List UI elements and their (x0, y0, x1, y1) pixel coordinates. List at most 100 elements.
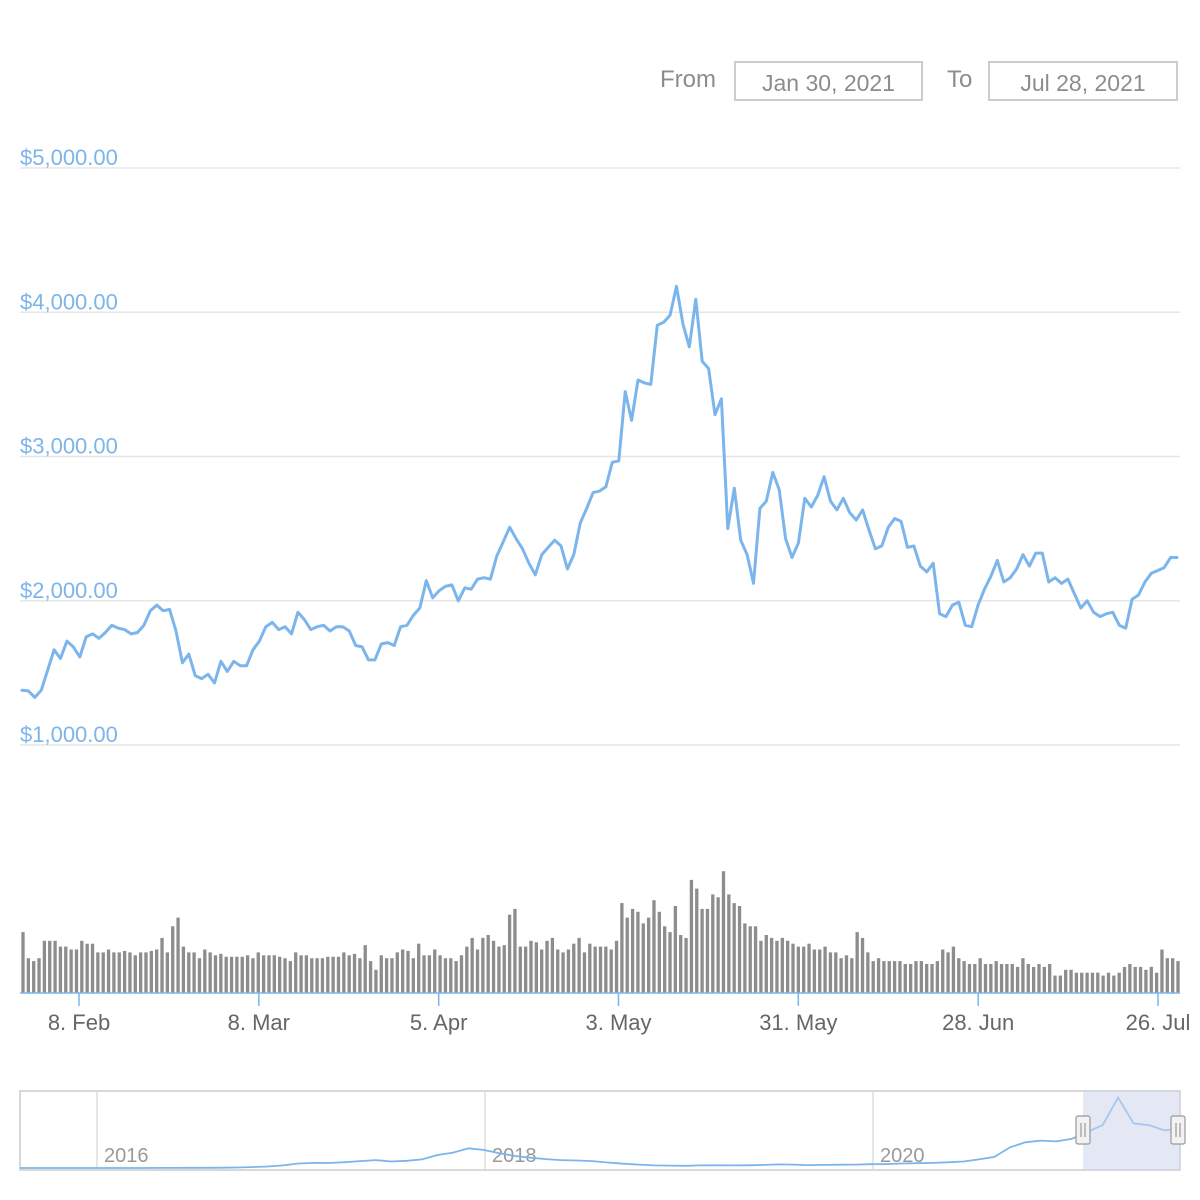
handle-grip[interactable] (1075, 1115, 1091, 1145)
volume-bar (791, 943, 795, 993)
volume-bar (32, 961, 36, 993)
volume-bar (866, 952, 870, 993)
volume-bar (620, 903, 624, 993)
volume-bar (347, 955, 351, 993)
volume-bar (390, 958, 394, 993)
volume-bar (513, 908, 517, 993)
x-axis-label: 8. Mar (228, 1010, 290, 1035)
volume-bar (561, 952, 565, 993)
volume-bar (288, 961, 293, 993)
volume-bar (165, 952, 170, 993)
volume-bar (727, 894, 731, 993)
volume-bar (320, 958, 325, 993)
volume-bar (786, 940, 790, 993)
volume-bar (566, 949, 571, 993)
volume-bar (155, 949, 159, 993)
volume-bar (64, 946, 68, 993)
volume-bar (850, 958, 854, 993)
volume-bar (395, 952, 399, 993)
volume-bar (711, 894, 715, 993)
volume-bar (1090, 972, 1095, 993)
volume-bar (235, 956, 239, 993)
from-date-input[interactable]: Jan 30, 2021 (734, 61, 923, 101)
volume-bar (1037, 964, 1041, 993)
volume-bar (582, 952, 587, 993)
volume-bar (978, 958, 982, 993)
x-axis-label: 8. Feb (48, 1010, 110, 1035)
volume-bar (732, 903, 736, 993)
volume-bar (882, 961, 886, 993)
x-axis-label: 3. May (585, 1010, 651, 1035)
volume-bar (256, 952, 260, 993)
volume-bar (625, 917, 629, 993)
volume-bar (994, 961, 998, 993)
navigator-left-handle[interactable] (1075, 1115, 1091, 1145)
volume-bar (470, 937, 474, 993)
volume-bar (818, 949, 822, 993)
volume-bar (138, 952, 143, 993)
volume-bar (1128, 964, 1132, 993)
volume-bar (245, 955, 250, 993)
volume-bar (74, 949, 79, 993)
volume-bar (1069, 969, 1073, 993)
volume-bar (898, 961, 902, 993)
volume-bar (384, 958, 389, 993)
volume-bar (203, 949, 207, 993)
price-series (20, 284, 1179, 699)
volume-bar (53, 940, 57, 993)
volume-bar (572, 943, 576, 993)
y-axis-label: $4,000.00 (20, 289, 118, 314)
volume-bar (1053, 975, 1057, 993)
volume-bar (802, 946, 806, 993)
navigator-selected-range[interactable]: Jan 30, 2021 – Jul 28, 2021 (1083, 1091, 1180, 1170)
volume-bar (368, 961, 373, 993)
volume-bar (1144, 969, 1148, 993)
volume-bar (807, 943, 811, 993)
volume-bar (919, 961, 923, 993)
navigator-year-label: 2020 (880, 1145, 925, 1167)
volume-bar (1042, 966, 1046, 993)
volume-bar (523, 946, 528, 993)
volume-bar (556, 949, 560, 993)
volume-bar (679, 935, 683, 993)
volume-bar (197, 958, 202, 993)
volume-bar (1117, 972, 1121, 993)
volume-bar (1101, 975, 1105, 993)
volume-bar (171, 926, 175, 993)
volume-bar (796, 946, 801, 993)
handle-grip[interactable] (1170, 1115, 1186, 1145)
navigator[interactable]: 2016 2018 2020Jan 30, 2021 – Jul 28, 2021 (19, 1090, 1186, 1171)
volume-bar (860, 937, 865, 993)
to-date-input[interactable]: Jul 28, 2021 (988, 61, 1178, 101)
volume-bar (1154, 972, 1159, 993)
x-axis-label: 28. Jun (942, 1010, 1014, 1035)
volume-bar (427, 955, 432, 993)
volume-bar (614, 940, 619, 993)
volume-bar (502, 945, 506, 993)
volume-bar (957, 958, 961, 993)
volume-bar (417, 943, 421, 993)
navigator-right-handle[interactable] (1170, 1115, 1186, 1145)
volume-bar (759, 940, 763, 993)
volume-bar (700, 908, 704, 993)
volume-bar (1015, 966, 1020, 993)
volume-bar (550, 937, 555, 993)
volume-bar (422, 955, 426, 993)
volume-bar (518, 946, 522, 993)
volume-bar (641, 923, 645, 993)
volume-bar (1064, 969, 1068, 993)
volume-bar (657, 911, 661, 993)
volume-bar (834, 952, 838, 993)
volume-bar (299, 955, 303, 993)
volume-bar (433, 949, 437, 993)
volume-bar (42, 940, 47, 993)
volume-bar (775, 940, 779, 993)
volume-bar (1026, 964, 1030, 993)
volume-bar (668, 932, 672, 993)
volume-bar (577, 937, 581, 993)
volume-bar (941, 949, 945, 993)
volume-bar (80, 940, 84, 993)
volume-bar (406, 950, 410, 993)
volume-bar (438, 955, 442, 993)
volume-bar (507, 914, 512, 993)
